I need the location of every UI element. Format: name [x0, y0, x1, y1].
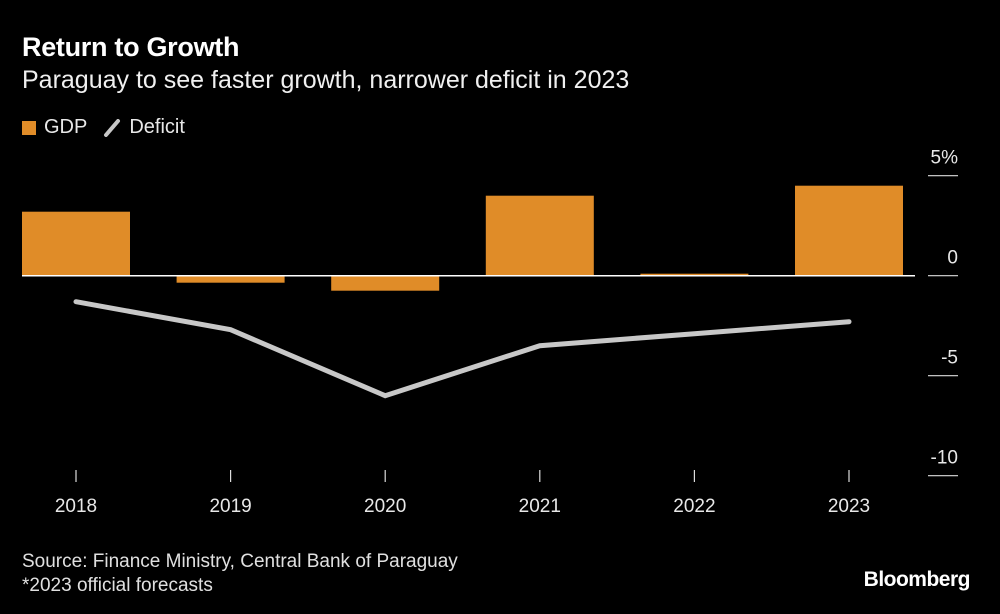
- x-tick-label: 2021: [519, 496, 561, 517]
- y-tick-label: -10: [931, 448, 958, 469]
- gdp-bar-2023: [795, 185, 903, 276]
- legend-deficit-swatch: [104, 118, 121, 137]
- x-tick-label: 2023: [828, 496, 870, 517]
- gdp-bar-2022: [640, 273, 749, 276]
- chart-title: Return to Growth: [22, 32, 240, 62]
- deficit-line: [73, 299, 852, 399]
- legend: GDP Deficit: [22, 116, 185, 139]
- x-tick-label: 2019: [209, 496, 251, 517]
- gdp-bar-2019: [176, 275, 285, 283]
- y-tick-label: 0: [947, 248, 958, 269]
- chart-subtitle: Paraguay to see faster growth, narrower …: [22, 66, 630, 94]
- gdp-bar-2020: [331, 275, 440, 291]
- legend-gdp-label: GDP: [44, 116, 88, 138]
- x-tick-label: 2022: [673, 496, 715, 517]
- x-tick-label: 2020: [364, 496, 406, 517]
- gdp-bar-2018: [22, 211, 130, 276]
- source-text: Source: Finance Ministry, Central Bank o…: [22, 551, 458, 572]
- forecast-note: *2023 official forecasts: [22, 575, 213, 596]
- y-tick-label: 5%: [931, 148, 959, 169]
- bloomberg-logo: Bloomberg: [863, 568, 971, 591]
- y-tick-label: -5: [941, 348, 958, 369]
- x-tick-label: 2018: [55, 496, 97, 517]
- gdp-bar-2021: [485, 195, 594, 276]
- legend-gdp-swatch: [22, 120, 36, 135]
- source-note: Source: Finance Ministry, Central Bank o…: [22, 550, 458, 598]
- legend-deficit-label: Deficit: [129, 116, 185, 138]
